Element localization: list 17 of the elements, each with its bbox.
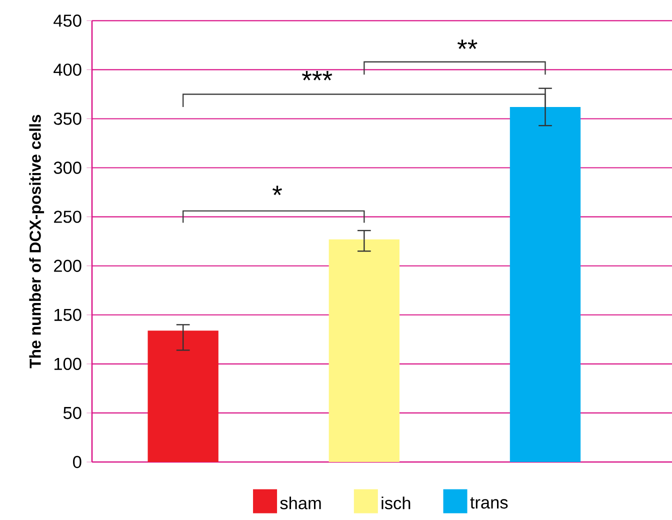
legend-label: trans [470,497,508,509]
legend-label: isch [382,496,410,510]
annotation: ** [457,40,478,49]
legend-label: sham [280,496,321,510]
y-tick-label: 350 [54,112,82,125]
y-tick-label: 0 [73,456,82,468]
y-axis-title: The number of DCX-positive cells [29,114,44,368]
y-tick-label: 400 [54,64,82,76]
annotation: * [272,186,282,196]
y-tick-label: 300 [54,162,82,174]
y-tick-label: 100 [54,358,82,370]
y-tick-label: 50 [63,406,82,420]
y-tick-label: 150 [54,308,82,321]
annotation: *** [302,71,332,80]
y-tick-label: 200 [54,260,82,272]
y-tick-label: 450 [54,14,82,27]
y-tick-label: 250 [54,210,82,223]
